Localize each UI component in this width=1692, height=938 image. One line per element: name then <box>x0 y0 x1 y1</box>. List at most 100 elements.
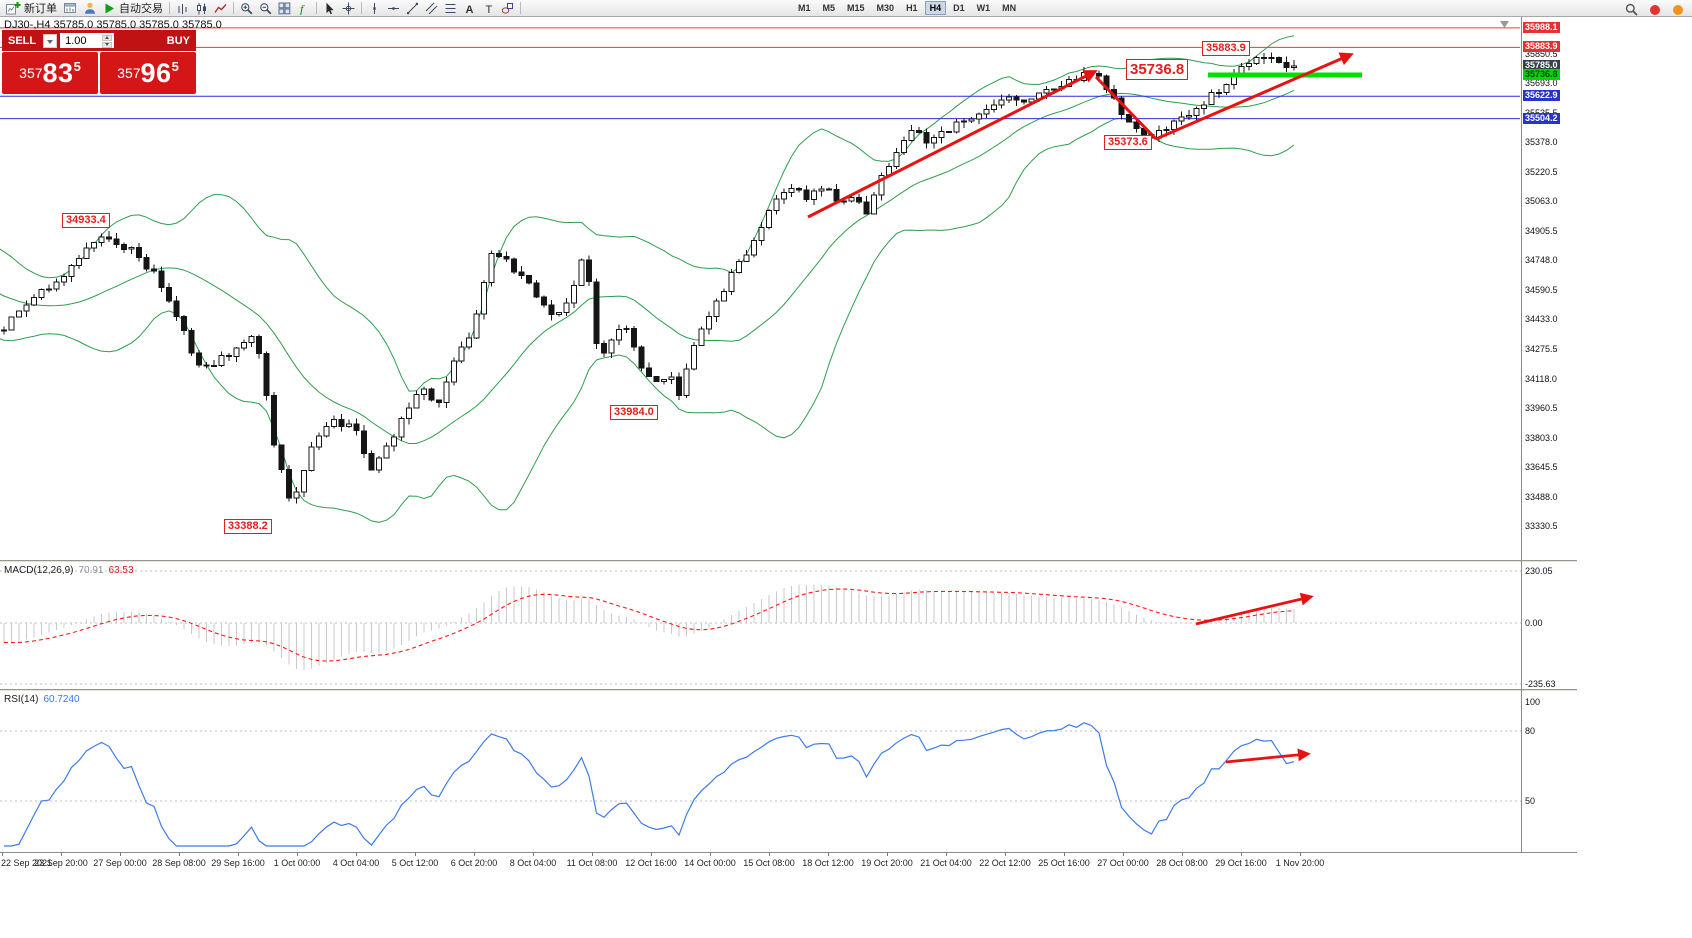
zoom-out-button[interactable] <box>256 1 275 16</box>
timeframe-h1-button[interactable]: H1 <box>906 3 918 13</box>
crosshair-button[interactable] <box>339 1 358 16</box>
panel-separator-1[interactable] <box>0 560 1577 563</box>
time-axis-label: 21 Oct 04:00 <box>920 858 972 868</box>
vertical-line-button[interactable] <box>365 1 384 16</box>
toolbar-separator <box>316 2 317 14</box>
candles <box>1 52 1297 504</box>
time-axis-label: 22 Sep 2021 <box>1 858 53 868</box>
volume-spinner <box>102 34 113 48</box>
shapes-button[interactable] <box>498 1 517 16</box>
candles-icon <box>195 2 208 15</box>
channel-button[interactable] <box>422 1 441 16</box>
rsi-axis-label: 100 <box>1525 697 1541 707</box>
time-axis-label: 12 Oct 16:00 <box>625 858 677 868</box>
price-callout-35883.9[interactable]: 35883.9 <box>1202 41 1250 56</box>
panel-separator-2[interactable] <box>0 689 1577 692</box>
price-callout-35373.6[interactable]: 35373.6 <box>1104 135 1152 150</box>
timeframe-mn-button[interactable]: MN <box>1002 3 1017 13</box>
profile-icon <box>83 1 97 15</box>
candle-chart-button[interactable] <box>192 1 211 16</box>
profile-button[interactable] <box>80 1 100 16</box>
order-panel-prices: 357 83 5 357 96 5 <box>2 52 196 94</box>
timeframe-m30-button[interactable]: M30 <box>876 3 895 13</box>
rsi-axis-label: 50 <box>1525 796 1536 806</box>
price-callout-35736.8[interactable]: 35736.8 <box>1126 59 1189 80</box>
price-axis-label: 34748.0 <box>1525 255 1558 266</box>
time-axis-tick <box>1241 853 1242 856</box>
price-tag-35622.9: 35622.9 <box>1523 90 1560 102</box>
price-axis-label: 34118.0 <box>1525 373 1557 384</box>
buy-price-prefix: 357 <box>117 65 141 81</box>
sell-label: SELL <box>8 34 37 47</box>
cursor-icon <box>323 2 336 15</box>
shapes-icon <box>501 2 514 15</box>
time-axis-tick <box>887 853 888 856</box>
indicators-button[interactable]: f <box>294 1 313 16</box>
macd-canvas-wrap[interactable] <box>0 563 1521 694</box>
time-axis-tick <box>533 853 534 856</box>
timeframe-m1-button[interactable]: M1 <box>798 3 811 13</box>
time-axis-tick <box>1005 853 1006 856</box>
timeframe-w1-button[interactable]: W1 <box>976 3 991 13</box>
tile-windows-button[interactable] <box>275 1 294 16</box>
timeframe-h4-button[interactable]: H4 <box>924 1 947 15</box>
time-axis-label: 29 Sep 16:00 <box>211 858 265 868</box>
new-order-button[interactable]: 新订单 <box>3 1 60 16</box>
rsi-arrow <box>1225 748 1311 764</box>
text-button[interactable]: A <box>460 1 479 16</box>
price-callout-34933.4[interactable]: 34933.4 <box>62 213 110 228</box>
horizontal-line-button[interactable] <box>384 1 403 16</box>
main-chart[interactable]: DJ30-,H4 35785.0 35785.0 35785.0 35785.0… <box>0 17 1521 560</box>
chart-shift-marker <box>1500 21 1509 28</box>
price-axis-label: 35220.5 <box>1525 166 1558 177</box>
macd-axis-label: 0.00 <box>1525 618 1543 628</box>
rsi-canvas-wrap[interactable] <box>0 692 1521 857</box>
volume-dropdown-button[interactable] <box>43 33 58 48</box>
svg-text:T: T <box>486 4 493 15</box>
timeframe-m15-button[interactable]: M15 <box>847 3 865 13</box>
price-callout-33388.2[interactable]: 33388.2 <box>224 519 272 534</box>
time-axis-label: 11 Oct 08:00 <box>566 858 618 868</box>
timeframe-bar: M1 M5 M15 M30 H1 H4 D1 W1 MN <box>792 1 1022 15</box>
macd-canvas <box>0 570 1521 685</box>
bollinger-upper-band <box>0 35 1295 392</box>
line-chart-button[interactable] <box>211 1 230 16</box>
timeframe-m5-button[interactable]: M5 <box>822 3 836 13</box>
chart-canvas-wrap[interactable] <box>0 17 1520 560</box>
price-tag-35504.2: 35504.2 <box>1523 112 1560 124</box>
bar-chart-button[interactable] <box>173 1 192 16</box>
label-button[interactable]: T <box>479 1 498 16</box>
volume-input[interactable] <box>60 33 115 48</box>
sell-button[interactable]: 357 83 5 <box>2 52 98 94</box>
timeframe-d1-button[interactable]: D1 <box>953 3 965 13</box>
symbol-ohlc-info: DJ30-,H4 35785.0 35785.0 35785.0 35785.0 <box>4 19 222 31</box>
trendline-button[interactable] <box>403 1 422 16</box>
search-button[interactable] <box>1622 2 1641 17</box>
new-order-icon <box>6 1 21 15</box>
zoom-in-button[interactable] <box>237 1 256 16</box>
volume-up-button[interactable] <box>102 34 113 41</box>
chart-window-icon <box>63 1 77 15</box>
rsi-panel[interactable]: RSI(14) 60.7240 <box>0 692 1521 852</box>
toolbar: 新订单 自动交易 f A T M1 M5 M15 M30 H1 H4 D1 W1 MN <box>0 0 1692 17</box>
notification-orange[interactable] <box>1669 2 1687 17</box>
price-callout-33984.0[interactable]: 33984.0 <box>610 405 658 420</box>
time-axis[interactable]: 22 Sep 2021 23 Sep 20:00 27 Sep 00:00 28 Se… <box>0 852 1577 875</box>
price-axis[interactable]: 35850.535693.035535.535378.035220.535063… <box>1521 17 1577 852</box>
cursor-button[interactable] <box>320 1 339 16</box>
fibonacci-button[interactable] <box>441 1 460 16</box>
notification-red[interactable] <box>1646 2 1664 17</box>
auto-trading-button[interactable]: 自动交易 <box>100 1 166 16</box>
charts-button[interactable] <box>60 1 80 16</box>
time-axis-tick <box>356 853 357 856</box>
buy-button[interactable]: 357 96 5 <box>100 52 196 94</box>
price-tag-35988.1: 35988.1 <box>1523 21 1560 33</box>
macd-histogram <box>3 584 1295 670</box>
time-axis-tick <box>828 853 829 856</box>
buy-label: BUY <box>166 34 190 47</box>
price-axis-label: 35850.5 <box>1525 48 1558 59</box>
time-axis-tick <box>1182 853 1183 856</box>
macd-panel[interactable]: MACD(12,26,9) 70.91 63.53 <box>0 563 1521 689</box>
volume-down-button[interactable] <box>102 41 113 48</box>
